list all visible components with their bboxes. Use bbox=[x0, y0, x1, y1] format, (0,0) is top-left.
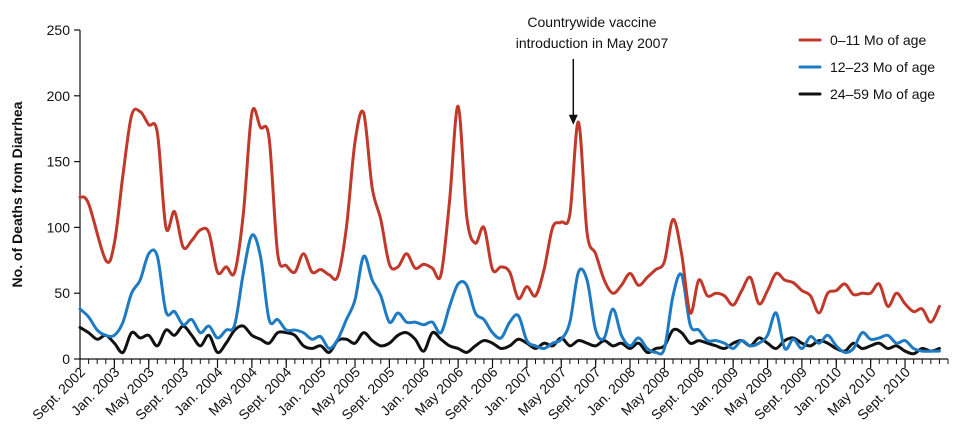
legend-label-1: 12–23 Mo of age bbox=[830, 59, 935, 75]
series-line-1 bbox=[78, 233, 941, 356]
y-ticks: 0 50 100 150 200 250 bbox=[47, 22, 80, 367]
y-tick-label: 50 bbox=[54, 285, 70, 301]
annotation-line-2: introduction in May 2007 bbox=[516, 35, 669, 51]
y-axis-title: No. of Deaths from Diarrhea bbox=[9, 101, 25, 287]
y-tick-label: 100 bbox=[47, 219, 71, 235]
annotation-arrowhead bbox=[568, 114, 578, 125]
series-line-0 bbox=[78, 104, 941, 324]
legend: 0–11 Mo of age 12–23 Mo of age 24–59 Mo of… bbox=[798, 32, 935, 102]
y-tick-label: 0 bbox=[62, 351, 70, 367]
series-lines bbox=[78, 104, 941, 356]
vaccine-annotation: Countrywide vaccine introduction in May … bbox=[516, 14, 669, 125]
annotation-line-1: Countrywide vaccine bbox=[527, 14, 656, 30]
series-line-2 bbox=[78, 324, 941, 356]
y-tick-label: 200 bbox=[47, 88, 71, 104]
legend-label-0: 0–11 Mo of age bbox=[830, 32, 926, 48]
y-tick-label: 250 bbox=[47, 22, 71, 38]
legend-label-2: 24–59 Mo of age bbox=[830, 86, 935, 102]
y-tick-label: 150 bbox=[47, 154, 71, 170]
